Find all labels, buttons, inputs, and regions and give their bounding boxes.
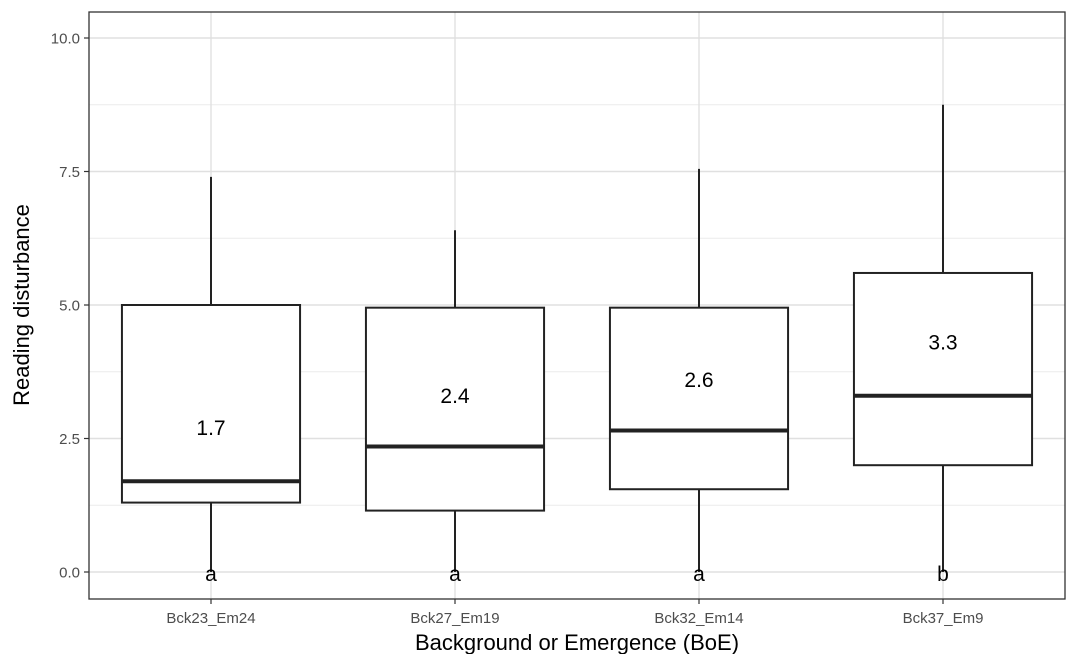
box-body — [364, 306, 546, 512]
box-body — [608, 306, 790, 491]
y-tick-label: 5.0 — [59, 298, 80, 315]
x-axis: Bck23_Em24 Bck27_Em19 Bck32_Em14 Bck37_Em9 — [166, 599, 983, 627]
y-tick-label: 2.5 — [59, 431, 80, 448]
x-axis-label: Background or Emergence (BoE) — [415, 630, 739, 654]
y-axis-label: Reading disturbance — [9, 204, 34, 406]
box-Bck32_Em14: 2.6 a — [608, 168, 790, 586]
median-value-label: 2.6 — [684, 369, 713, 392]
y-axis: 0.0 2.5 5.0 7.5 10.0 — [51, 31, 89, 582]
box-series: 1.7 a 2.4 a 2.6 a 3.3 b — [120, 104, 1034, 586]
box-Bck23_Em24: 1.7 a — [120, 176, 302, 586]
x-tick-label: Bck32_Em14 — [654, 610, 743, 627]
median-value-label: 1.7 — [196, 417, 225, 440]
box-body — [120, 304, 302, 504]
significance-letter: a — [693, 563, 705, 586]
box-Bck37_Em9: 3.3 b — [852, 104, 1034, 586]
y-tick-label: 0.0 — [59, 565, 80, 582]
x-tick-label: Bck27_Em19 — [410, 610, 499, 627]
significance-letter: b — [937, 563, 949, 586]
significance-letter: a — [449, 563, 461, 586]
x-tick-label: Bck37_Em9 — [903, 610, 984, 627]
significance-letter: a — [205, 563, 217, 586]
x-tick-label: Bck23_Em24 — [166, 610, 255, 627]
median-value-label: 2.4 — [440, 385, 470, 408]
median-value-label: 3.3 — [928, 331, 957, 354]
y-tick-label: 10.0 — [51, 31, 80, 48]
y-tick-label: 7.5 — [59, 164, 80, 181]
box-body — [852, 271, 1034, 467]
box-Bck27_Em19: 2.4 a — [364, 230, 546, 586]
